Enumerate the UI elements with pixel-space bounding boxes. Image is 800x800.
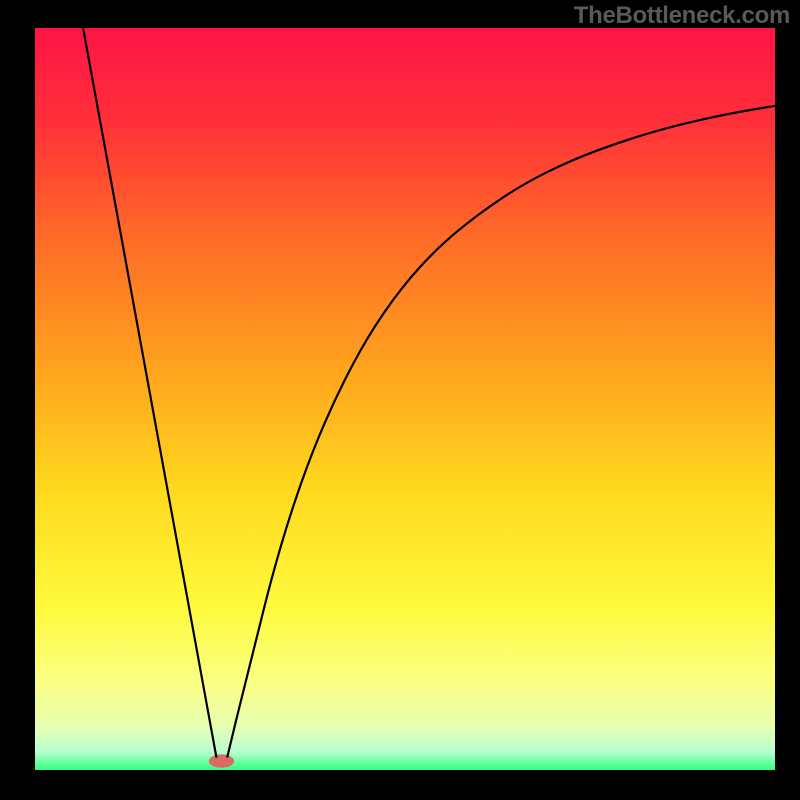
plot-area xyxy=(35,28,775,770)
chart-frame: TheBottleneck.com xyxy=(0,0,800,800)
watermark-text: TheBottleneck.com xyxy=(574,2,790,30)
gradient-background xyxy=(35,28,775,770)
plot-svg xyxy=(35,28,775,770)
vertex-marker xyxy=(209,754,234,767)
